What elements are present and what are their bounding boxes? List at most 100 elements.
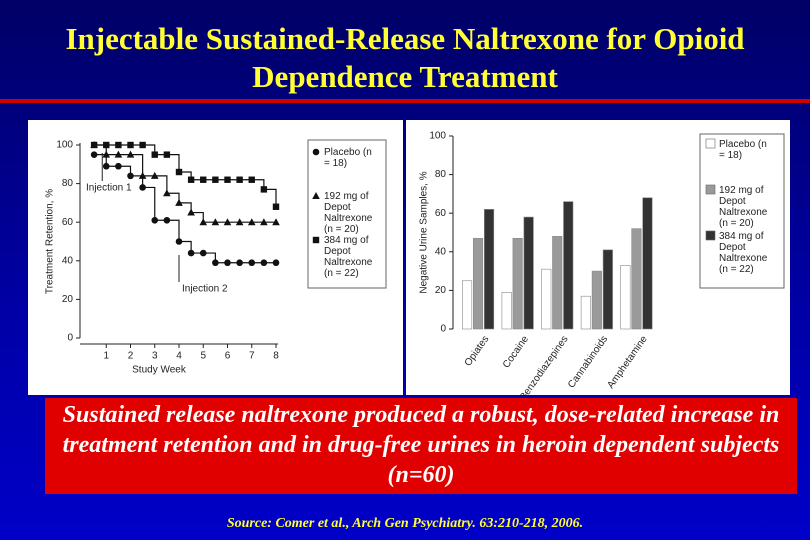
point: [114, 150, 123, 158]
point: [127, 172, 134, 180]
bar: [461, 280, 473, 330]
point: [163, 216, 171, 224]
point: [175, 168, 183, 176]
point: [115, 141, 122, 149]
point: [151, 151, 158, 158]
point: [223, 218, 232, 226]
panel: 0 20 40 60 80 100 Negative Urine Samples, % Opi…: [406, 120, 790, 403]
y-tick-label: 60: [435, 208, 447, 219]
y-tick-label: 20: [62, 294, 74, 305]
y-tick-label: 40: [62, 255, 74, 266]
point: [103, 141, 110, 149]
slide-title: Injectable Sustained-Release Naltrexone …: [65, 21, 745, 94]
x-tick-label: 1: [103, 351, 109, 362]
x-tick-label: 8: [273, 351, 279, 362]
series-line: [94, 144, 277, 207]
bar: [512, 237, 523, 330]
point: [260, 259, 268, 267]
y-axis-label: Treatment Retention, %: [45, 189, 56, 294]
point: [312, 148, 320, 156]
bar: [563, 201, 574, 330]
legend-label: Placebo (n = 18): [719, 139, 767, 161]
point: [272, 259, 280, 267]
x-tick-label: 6: [225, 351, 231, 362]
x-tick-label: Cannabinoids: [566, 334, 610, 390]
point: [224, 176, 231, 183]
point: [187, 249, 195, 257]
x-tick-label: Amphetamine: [605, 334, 650, 391]
series-line: [94, 154, 276, 264]
y-tick-label: 100: [429, 131, 446, 142]
line-chart: 0 20 40 60 80 100 1 2 3 4 5 6 7 8 Study Week Treatment …: [45, 139, 387, 376]
legend-swatch: [705, 230, 716, 241]
legend-swatch: [705, 184, 716, 195]
x-tick-label: Cocaine: [501, 334, 531, 371]
y-tick-label: 0: [440, 324, 446, 335]
point: [102, 162, 110, 170]
point: [211, 218, 220, 226]
point: [236, 176, 243, 183]
point: [151, 216, 159, 224]
legend-swatch: [705, 138, 716, 149]
legend-label: 192 mg of Depot Naltrexone (n = 20): [324, 191, 373, 235]
legend-label: 192 mg of Depot Naltrexone (n = 20): [719, 185, 768, 229]
bar: [642, 197, 653, 330]
point: [150, 171, 159, 179]
bar: [541, 268, 552, 330]
point: [126, 150, 135, 158]
point: [260, 218, 268, 226]
point: [139, 184, 146, 191]
point: [163, 151, 171, 158]
x-tick-label: 7: [249, 351, 255, 362]
x-tick-label: 5: [200, 351, 206, 362]
y-tick-label: 60: [62, 217, 74, 228]
point: [224, 259, 231, 267]
y-tick-label: 100: [56, 140, 73, 151]
x-tick-label: 3: [152, 351, 158, 362]
x-tick-label: 2: [128, 351, 134, 362]
point: [127, 141, 134, 149]
point: [272, 218, 280, 226]
bar: [473, 237, 484, 330]
x-tick-label: 4: [176, 351, 182, 362]
x-axis-label: Study Week: [132, 365, 187, 376]
point: [235, 218, 244, 226]
bar: [580, 295, 591, 330]
point: [199, 218, 208, 226]
legend-box: [699, 133, 785, 289]
point: [248, 259, 256, 267]
point: [138, 171, 147, 179]
point: [187, 176, 195, 183]
point: [312, 236, 320, 244]
bar: [523, 216, 534, 330]
y-axis-label: Negative Urine Samples, %: [419, 171, 430, 293]
source: Source: Comer et al., Arch Gen Psychiatr…: [226, 516, 584, 531]
legend-label: Placebo (n = 18): [324, 147, 372, 169]
bar: [591, 270, 602, 330]
point: [102, 150, 111, 158]
point: [247, 218, 256, 226]
point: [212, 176, 219, 183]
point: [163, 189, 171, 197]
point: [212, 259, 219, 267]
caption: Sustained release naltrexone produced a …: [45, 398, 797, 494]
y-tick-label: 20: [435, 285, 447, 296]
bar-chart: 0 20 40 60 80 100 Negative Urine Samples, % Opi…: [419, 131, 785, 403]
point: [248, 176, 255, 183]
bar: [631, 228, 642, 330]
point: [272, 203, 280, 210]
point: [199, 249, 207, 257]
y-tick-label: 80: [62, 178, 74, 189]
point: [312, 192, 320, 199]
bar: [620, 265, 631, 330]
title-rule: [0, 99, 810, 103]
annotation: Injection 1: [86, 183, 132, 194]
bar: [552, 236, 563, 330]
bar: [501, 292, 512, 330]
annotation: Injection 2: [182, 284, 228, 295]
point: [115, 162, 122, 170]
point: [200, 176, 207, 183]
point: [90, 141, 98, 149]
bar: [484, 209, 495, 330]
